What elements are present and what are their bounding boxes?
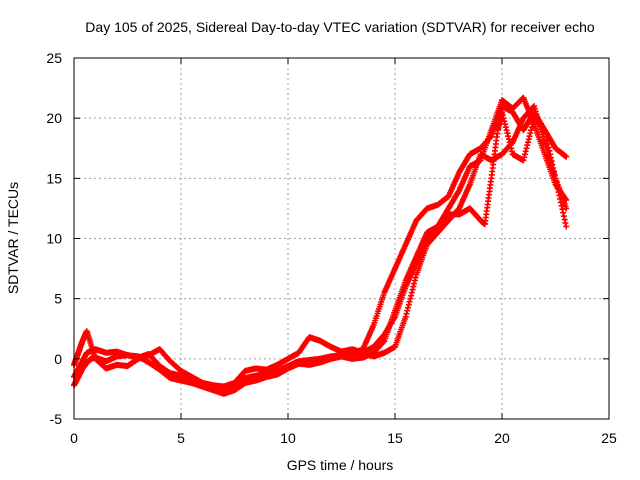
tick-labels: 0 5 10 15 20 25 -5 0 5 10 15 20 25	[46, 50, 617, 446]
y-axis-label: SDTVAR / TECUs	[5, 182, 21, 294]
x-tick-label: 20	[494, 430, 510, 446]
x-tick-label: 25	[601, 430, 617, 446]
x-tick-label: 5	[177, 430, 185, 446]
series-track-c	[71, 103, 570, 390]
data-markers	[71, 94, 570, 397]
y-tick-label: -5	[50, 411, 63, 427]
y-tick-label: 20	[46, 110, 62, 126]
axis-ticks	[73, 57, 610, 420]
y-tick-label: 0	[54, 351, 62, 367]
y-tick-label: 5	[54, 291, 62, 307]
chart-title: Day 105 of 2025, Sidereal Day-to-day VTE…	[85, 19, 595, 35]
series-markers	[71, 103, 570, 390]
x-tick-label: 15	[387, 430, 403, 446]
series-markers	[349, 109, 570, 362]
y-tick-label: 10	[46, 231, 62, 247]
y-tick-label: 15	[46, 170, 62, 186]
y-tick-label: 25	[46, 50, 62, 66]
x-axis-label: GPS time / hours	[287, 457, 394, 473]
x-tick-label: 0	[70, 430, 78, 446]
x-tick-label: 10	[280, 430, 296, 446]
series-track-d	[349, 109, 570, 362]
